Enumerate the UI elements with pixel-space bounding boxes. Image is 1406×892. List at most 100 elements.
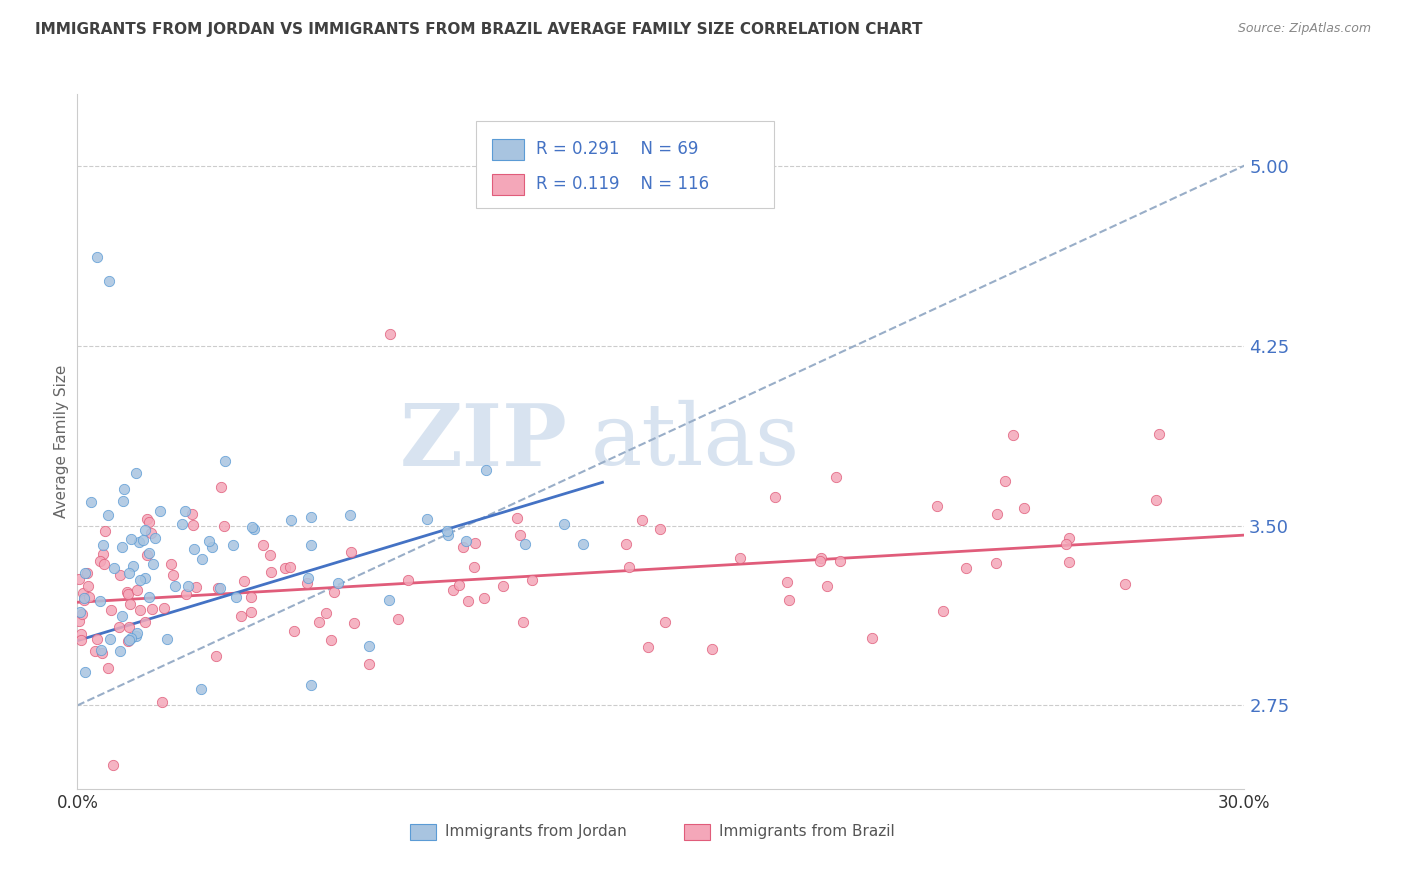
Point: [278, 560, 301, 574]
Point: [97, 660, 120, 674]
Point: [136, 548, 159, 562]
Point: [259, 548, 281, 562]
Point: [808, 553, 831, 567]
Point: [141, 557, 163, 571]
Point: [118, 620, 141, 634]
Text: R = 0.119    N = 116: R = 0.119 N = 116: [536, 175, 709, 193]
Point: [80, 495, 103, 509]
Bar: [411, 824, 436, 839]
Point: [308, 615, 330, 629]
Point: [197, 534, 219, 549]
Point: [232, 574, 254, 588]
Point: [1147, 427, 1170, 442]
Point: [132, 533, 155, 547]
Point: [240, 591, 263, 605]
Point: [387, 612, 409, 626]
Point: [127, 625, 149, 640]
Point: [69, 605, 91, 619]
Point: [456, 533, 478, 548]
Point: [825, 469, 848, 483]
Point: [180, 507, 202, 521]
Point: [134, 615, 156, 629]
Point: [170, 517, 193, 532]
Point: [239, 605, 262, 619]
Point: [451, 541, 474, 555]
Point: [212, 518, 235, 533]
Point: [416, 512, 439, 526]
Point: [173, 503, 195, 517]
Point: [860, 632, 883, 646]
Point: [67, 572, 90, 586]
Point: [340, 545, 363, 559]
Point: [377, 593, 399, 607]
Point: [125, 583, 148, 598]
Point: [209, 480, 232, 494]
Text: Immigrants from Brazil: Immigrants from Brazil: [720, 823, 896, 838]
Point: [700, 642, 723, 657]
Bar: [492, 139, 524, 160]
Text: Immigrants from Jordan: Immigrants from Jordan: [444, 823, 627, 838]
Point: [994, 474, 1017, 488]
Point: [222, 538, 245, 552]
Point: [183, 542, 205, 557]
Point: [343, 615, 366, 630]
Point: [243, 522, 266, 536]
Point: [112, 482, 135, 496]
Point: [1001, 427, 1024, 442]
Point: [141, 601, 163, 615]
Point: [125, 629, 148, 643]
Point: [159, 557, 181, 571]
Point: [553, 516, 575, 531]
Point: [93, 557, 115, 571]
Point: [143, 531, 166, 545]
Point: [165, 579, 187, 593]
Point: [299, 538, 322, 552]
Point: [70, 627, 93, 641]
Point: [492, 579, 515, 593]
Point: [76, 566, 98, 581]
Point: [984, 556, 1007, 570]
Text: R = 0.291    N = 69: R = 0.291 N = 69: [536, 140, 699, 158]
Point: [89, 554, 111, 568]
Point: [110, 568, 132, 582]
Point: [70, 607, 93, 622]
Point: [201, 540, 224, 554]
Point: [326, 575, 349, 590]
Point: [153, 601, 176, 615]
Point: [91, 647, 114, 661]
Point: [776, 575, 799, 590]
Point: [1144, 492, 1167, 507]
Point: [97, 508, 120, 523]
Point: [464, 536, 486, 550]
Point: [763, 490, 786, 504]
Point: [129, 603, 152, 617]
Point: [474, 463, 498, 477]
Y-axis label: Average Family Size: Average Family Size: [53, 365, 69, 518]
Point: [138, 515, 160, 529]
Point: [295, 576, 318, 591]
Point: [1012, 501, 1035, 516]
Point: [118, 633, 141, 648]
Point: [299, 510, 322, 524]
Point: [315, 606, 337, 620]
Point: [128, 535, 150, 549]
Point: [810, 551, 832, 566]
Point: [512, 615, 534, 629]
Point: [815, 579, 838, 593]
Point: [150, 695, 173, 709]
Point: [441, 582, 464, 597]
Point: [103, 561, 125, 575]
Point: [457, 593, 479, 607]
Point: [186, 580, 208, 594]
Point: [134, 524, 156, 538]
Point: [111, 541, 134, 555]
Point: [177, 579, 200, 593]
Bar: [685, 824, 710, 839]
Point: [138, 547, 160, 561]
Point: [91, 538, 114, 552]
Point: [86, 632, 108, 647]
Point: [280, 514, 302, 528]
Point: [115, 585, 138, 599]
Point: [207, 582, 229, 596]
Point: [1057, 555, 1080, 569]
